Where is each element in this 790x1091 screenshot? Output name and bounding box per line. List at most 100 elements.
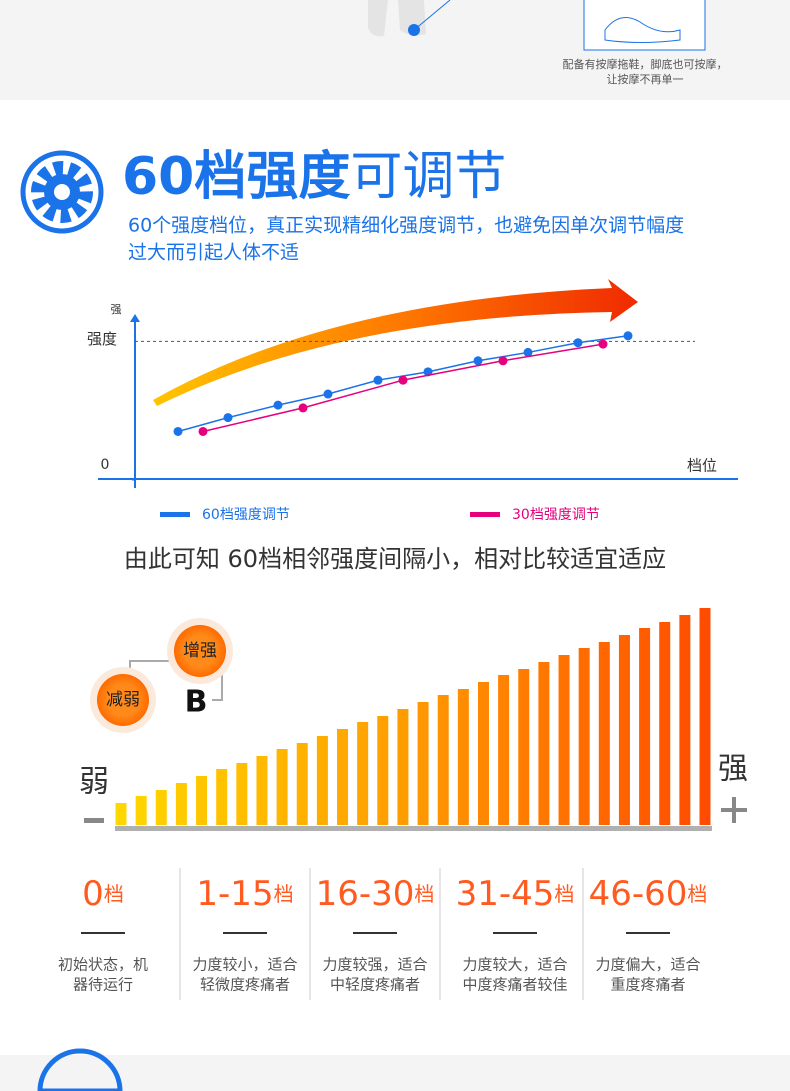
level-unit: 档 bbox=[104, 882, 124, 906]
y-tick-label: 0 bbox=[101, 457, 110, 473]
caption: 配备有按摩拖鞋，脚底也可按摩， bbox=[563, 57, 728, 71]
level-range: 31-45档 bbox=[456, 874, 575, 914]
bar bbox=[659, 622, 671, 825]
level-range: 1-15档 bbox=[196, 874, 293, 914]
bar bbox=[518, 669, 530, 825]
bar-baseline bbox=[115, 826, 712, 831]
bar bbox=[558, 655, 570, 825]
heading-light: 可调节 bbox=[350, 147, 506, 207]
connector bbox=[212, 666, 223, 701]
next-icon bbox=[37, 1048, 123, 1091]
level-unit: 档 bbox=[414, 882, 434, 906]
bar bbox=[377, 716, 389, 825]
bar bbox=[155, 790, 167, 825]
bar bbox=[357, 722, 369, 825]
bar bbox=[699, 608, 711, 825]
data-point bbox=[498, 356, 508, 366]
level-range: 16-30档 bbox=[316, 874, 435, 914]
plus-sign bbox=[732, 797, 736, 823]
bar bbox=[337, 729, 349, 825]
increase-button[interactable] bbox=[174, 625, 226, 677]
level-range: 0档 bbox=[82, 874, 124, 914]
slipper-icon bbox=[604, 17, 681, 43]
legend-label: 60档强度调节 bbox=[202, 507, 290, 523]
subtitle: 60个强度档位，真正实现精细化强度调节，也避免因单次调节幅度 bbox=[128, 215, 684, 237]
trend-arrow bbox=[153, 279, 638, 406]
level-description: 初始状态，机 bbox=[58, 956, 148, 974]
level-description: 力度较大，适合 bbox=[462, 956, 567, 974]
level-description: 中度疼痛者较佳 bbox=[462, 976, 567, 994]
data-point bbox=[198, 426, 208, 436]
data-point bbox=[373, 375, 383, 385]
level-description: 轻微度疼痛者 bbox=[200, 976, 290, 994]
data-point bbox=[423, 367, 433, 377]
pointer-line bbox=[413, 0, 451, 31]
level-description: 器待运行 bbox=[73, 976, 133, 994]
bar bbox=[115, 803, 127, 825]
minus-sign bbox=[84, 818, 104, 823]
y-axis-arrow bbox=[130, 314, 140, 322]
level-range: 46-60档 bbox=[589, 874, 708, 914]
bar bbox=[437, 695, 449, 825]
level-unit: 档 bbox=[274, 882, 294, 906]
bar bbox=[477, 682, 489, 825]
legend-swatch bbox=[160, 512, 190, 517]
bar bbox=[135, 796, 147, 825]
low-label: 弱 bbox=[79, 765, 109, 800]
pointer-dot bbox=[408, 24, 420, 36]
heading: 60档强度可调节 bbox=[122, 147, 506, 207]
level-range-value: 16-30 bbox=[316, 874, 415, 914]
bar bbox=[216, 769, 228, 825]
data-point bbox=[223, 413, 233, 423]
data-point bbox=[623, 331, 633, 341]
gear-ring bbox=[20, 150, 104, 234]
bar bbox=[316, 736, 328, 825]
level-unit: 档 bbox=[554, 882, 574, 906]
data-point bbox=[273, 400, 283, 410]
high-label: 强 bbox=[718, 752, 748, 787]
level-unit: 档 bbox=[687, 882, 707, 906]
level-range-value: 46-60 bbox=[589, 874, 688, 914]
gear-teeth bbox=[31, 161, 93, 223]
bar bbox=[457, 689, 469, 825]
bar bbox=[498, 675, 510, 825]
level-description: 力度较强，适合 bbox=[322, 956, 427, 974]
button-key: B bbox=[185, 685, 208, 720]
bar bbox=[296, 743, 308, 825]
data-point bbox=[523, 347, 533, 357]
data-point bbox=[598, 339, 608, 349]
level-range-value: 0 bbox=[82, 874, 104, 914]
subtitle: 过大而引起人体不适 bbox=[128, 242, 299, 264]
level-description: 重度疼痛者 bbox=[610, 976, 685, 994]
bar bbox=[256, 756, 268, 825]
data-point bbox=[473, 356, 483, 366]
bar bbox=[276, 749, 288, 825]
conclusion: 由此可知 60档相邻强度间隔小，相对比较适宜适应 bbox=[124, 545, 666, 573]
decrease-label: 减弱 bbox=[106, 690, 140, 710]
gear-hole bbox=[54, 184, 70, 200]
level-range-value: 31-45 bbox=[456, 874, 555, 914]
level-range-value: 1-15 bbox=[196, 874, 273, 914]
data-point bbox=[398, 375, 408, 385]
bar bbox=[397, 709, 409, 825]
bar bbox=[618, 635, 630, 825]
bar bbox=[598, 642, 610, 825]
caption: 让按摩不再单一 bbox=[607, 72, 684, 86]
y-axis-label: 强 bbox=[111, 303, 122, 316]
bar bbox=[175, 783, 187, 825]
bar bbox=[679, 615, 691, 825]
decrease-button[interactable] bbox=[97, 674, 149, 726]
data-point bbox=[173, 426, 183, 436]
legend-label: 30档强度调节 bbox=[512, 507, 600, 523]
bar bbox=[538, 662, 550, 825]
bottom-band bbox=[0, 1055, 790, 1091]
level-description: 中轻度疼痛者 bbox=[330, 976, 420, 994]
level-description: 力度偏大，适合 bbox=[595, 956, 700, 974]
heading-bold: 60档强度 bbox=[122, 147, 350, 207]
data-point bbox=[573, 338, 583, 348]
legend-swatch bbox=[470, 512, 500, 517]
reference-label: 强度 bbox=[87, 330, 117, 348]
bar bbox=[578, 648, 590, 825]
